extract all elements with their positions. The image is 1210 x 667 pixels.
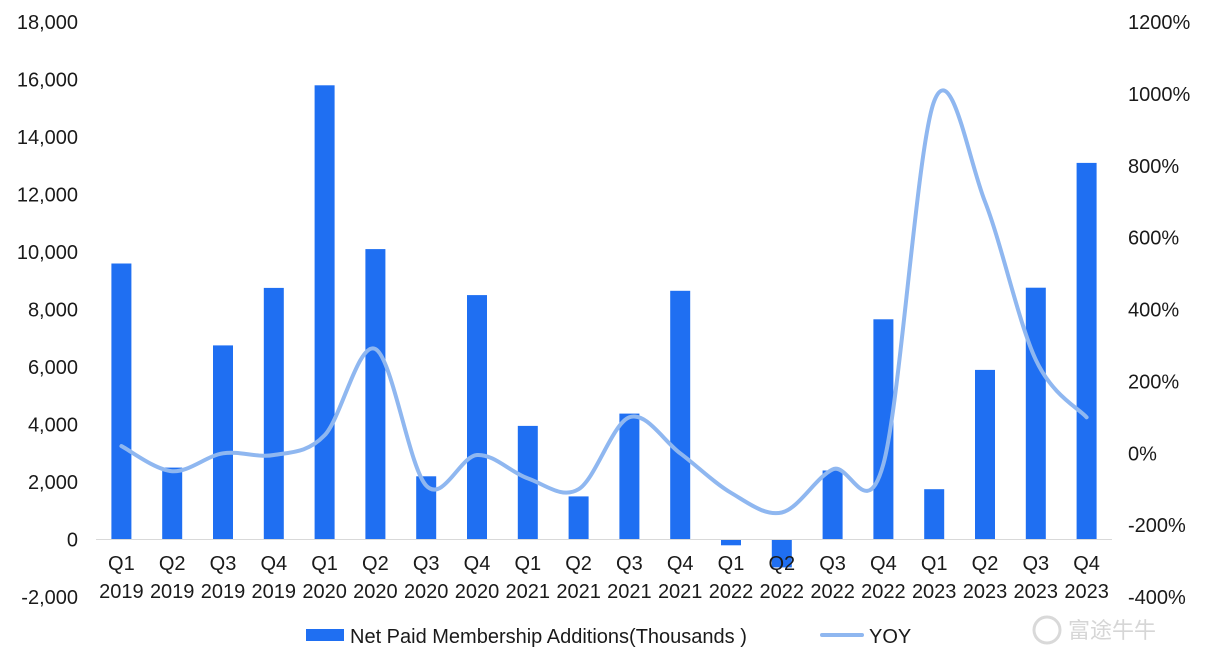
x-tick-label: Q4 2020 bbox=[455, 553, 500, 603]
bar bbox=[568, 496, 589, 540]
left-tick-label: 2,000 bbox=[28, 472, 78, 494]
x-tick-label: Q3 2019 bbox=[201, 553, 246, 603]
bar bbox=[975, 369, 995, 540]
bar bbox=[721, 539, 741, 546]
x-tick-label: Q2 2020 bbox=[353, 553, 398, 603]
watermark-logo-icon bbox=[1032, 615, 1062, 645]
bar bbox=[771, 539, 792, 568]
x-tick-label: Q1 2020 bbox=[302, 553, 347, 603]
x-tick-label: Q3 2022 bbox=[810, 553, 855, 603]
left-tick-label: 12,000 bbox=[17, 185, 78, 207]
left-tick-label: 8,000 bbox=[28, 300, 78, 322]
left-tick-label: -2,000 bbox=[21, 587, 78, 609]
right-axis-ticks: -400% -200% 0% 200% 400% 600% 800% 1000% 1200% bbox=[1128, 12, 1190, 609]
right-tick-label: -200% bbox=[1128, 515, 1186, 537]
bar bbox=[924, 489, 945, 540]
bar bbox=[162, 467, 183, 540]
right-tick-label: 1200% bbox=[1128, 12, 1190, 34]
bar bbox=[873, 319, 894, 540]
right-tick-label: 0% bbox=[1128, 443, 1157, 465]
bar bbox=[263, 287, 284, 540]
bars-layer bbox=[111, 85, 1097, 568]
bar bbox=[1025, 287, 1046, 540]
bar bbox=[1076, 162, 1097, 540]
bar bbox=[365, 249, 386, 540]
yoy-line-layer bbox=[119, 88, 1089, 516]
bar bbox=[670, 290, 691, 540]
bar bbox=[517, 425, 538, 540]
legend-line-label: YOY bbox=[869, 626, 911, 648]
x-tick-label: Q2 2023 bbox=[963, 553, 1008, 603]
x-tick-label: Q2 2021 bbox=[556, 553, 601, 603]
legend: Net Paid Membership Additions(Thousands … bbox=[306, 626, 911, 648]
x-tick-label: Q4 2023 bbox=[1064, 553, 1109, 603]
right-tick-label: 400% bbox=[1128, 300, 1179, 322]
x-tick-label: Q1 2023 bbox=[912, 553, 957, 603]
bar bbox=[822, 470, 843, 540]
right-tick-label: 800% bbox=[1128, 156, 1179, 178]
x-tick-label: Q2 2022 bbox=[760, 553, 805, 603]
right-tick-label: 200% bbox=[1128, 371, 1179, 393]
legend-bar-label: Net Paid Membership Additions(Thousands … bbox=[350, 626, 747, 648]
watermark: 富途牛牛 bbox=[1032, 615, 1156, 645]
left-tick-label: 16,000 bbox=[17, 70, 78, 92]
left-tick-label: 6,000 bbox=[28, 357, 78, 379]
left-tick-label: 0 bbox=[67, 530, 78, 552]
left-tick-label: 18,000 bbox=[17, 12, 78, 34]
left-tick-label: 10,000 bbox=[17, 242, 78, 264]
bar bbox=[619, 413, 640, 540]
bar bbox=[314, 85, 335, 540]
right-tick-label: 1000% bbox=[1128, 84, 1190, 106]
x-tick-label: Q3 2021 bbox=[607, 553, 652, 603]
right-tick-label: 600% bbox=[1128, 228, 1179, 250]
x-tick-label: Q4 2022 bbox=[861, 553, 906, 603]
x-tick-label: Q1 2021 bbox=[506, 553, 551, 603]
left-axis-ticks: -2,000 0 2,000 4,000 6,000 8,000 10,000 12,000 1… bbox=[17, 12, 78, 609]
left-tick-label: 4,000 bbox=[28, 415, 78, 437]
legend-bar-swatch bbox=[306, 629, 344, 641]
x-tick-label: Q4 2021 bbox=[658, 553, 703, 603]
bar bbox=[111, 263, 132, 540]
bar bbox=[213, 345, 233, 540]
x-tick-label: Q1 2019 bbox=[99, 553, 144, 603]
x-tick-label: Q3 2020 bbox=[404, 553, 449, 603]
x-tick-label: Q2 2019 bbox=[150, 553, 195, 603]
x-tick-label: Q4 2019 bbox=[252, 553, 297, 603]
watermark-text: 富途牛牛 bbox=[1068, 619, 1156, 644]
bar bbox=[416, 476, 437, 540]
right-tick-label: -400% bbox=[1128, 587, 1186, 609]
x-tick-label: Q3 2023 bbox=[1014, 553, 1059, 603]
x-tick-label: Q1 2022 bbox=[709, 553, 754, 603]
left-tick-label: 14,000 bbox=[17, 127, 78, 149]
bar bbox=[467, 295, 487, 540]
yoy-line bbox=[119, 88, 1089, 516]
